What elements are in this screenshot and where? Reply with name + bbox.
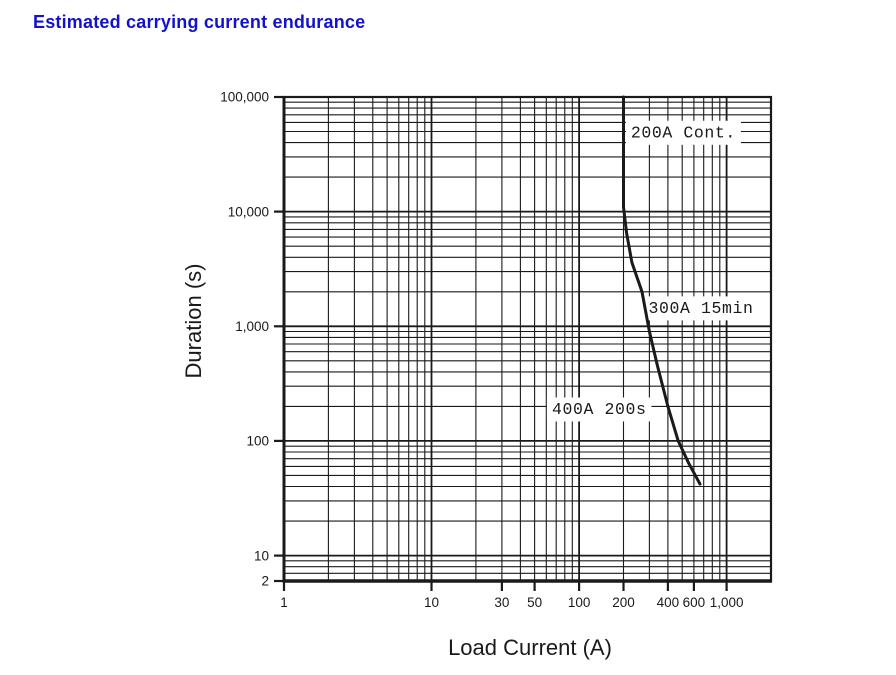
x-tick-label: 1 [280, 595, 288, 610]
x-axis: 1 10 30 50 100 200 400 600 1,000 [280, 581, 743, 610]
curve-annotation-label: 200A Cont. [631, 123, 736, 142]
y-tick-label: 2 [261, 574, 269, 589]
x-tick-label: 200 [612, 595, 635, 610]
y-tick-label: 100,000 [220, 90, 269, 105]
y-tick-label: 10 [254, 548, 269, 563]
x-tick-label: 400 [657, 595, 680, 610]
y-tick-label: 1,000 [235, 319, 269, 334]
y-tick-label: 10,000 [228, 204, 269, 219]
annotation-mask [625, 120, 741, 145]
x-tick-label: 10 [424, 595, 439, 610]
x-tick-label: 50 [527, 595, 542, 610]
x-tick-label: 30 [494, 595, 509, 610]
curve-annotations: 200A Cont. 300A 15min 400A 200s [546, 120, 759, 422]
curve-annotation-label: 400A 200s [552, 400, 647, 419]
x-tick-label: 600 [683, 595, 706, 610]
annotation-mask [546, 397, 652, 422]
x-tick-label: 1,000 [710, 595, 744, 610]
y-axis: 100,000 10,000 1,000 100 10 2 [220, 90, 284, 589]
endurance-curve [622, 95, 702, 486]
page-title: Estimated carrying current endurance [33, 12, 366, 32]
y-axis-title: Duration (s) [181, 264, 206, 379]
y-tick-label: 100 [246, 434, 269, 449]
annotation-mask [643, 296, 759, 321]
plot-border [282, 95, 773, 583]
curve-annotation-label: 300A 15min [648, 299, 753, 318]
log-grid [284, 97, 771, 581]
x-axis-title: Load Current (A) [448, 635, 612, 660]
x-tick-label: 100 [568, 595, 591, 610]
